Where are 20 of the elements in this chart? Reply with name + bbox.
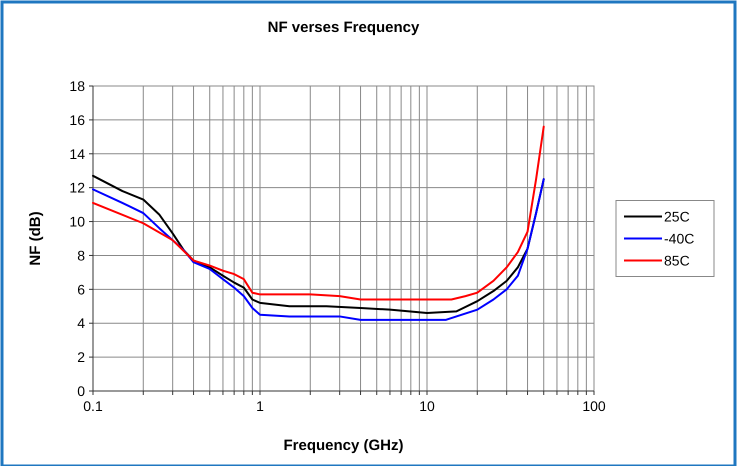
y-tick-label: 0 — [77, 383, 86, 399]
y-axis-title: NF (dB) — [27, 211, 44, 266]
x-tick-label: 10 — [419, 398, 435, 414]
y-tick-label: 10 — [69, 214, 86, 230]
y-tick-label: 4 — [77, 315, 86, 332]
legend-label: -40C — [664, 230, 694, 246]
y-tick-label: 14 — [69, 146, 86, 162]
y-tick-label: 2 — [77, 349, 86, 366]
legend-label: 25C — [664, 208, 690, 224]
y-tick-label: 12 — [69, 180, 86, 196]
legend-label: 85C — [664, 252, 690, 268]
x-axis-title: Frequency (GHz) — [283, 437, 404, 454]
y-tick-label: 16 — [69, 112, 86, 128]
x-tick-label: 0.1 — [83, 398, 103, 414]
x-tick-label: 1 — [256, 398, 264, 414]
y-tick-label: 8 — [77, 247, 86, 264]
y-tick-label: 6 — [77, 281, 86, 298]
x-tick-label: 100 — [582, 398, 606, 414]
y-tick-label: 18 — [69, 78, 86, 94]
chart-title: NF verses Frequency — [268, 19, 420, 36]
